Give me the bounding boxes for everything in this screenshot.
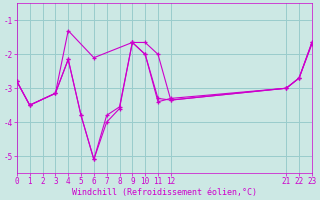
X-axis label: Windchill (Refroidissement éolien,°C): Windchill (Refroidissement éolien,°C): [72, 188, 257, 197]
